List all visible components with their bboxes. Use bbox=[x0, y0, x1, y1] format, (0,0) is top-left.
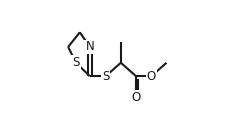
Text: N: N bbox=[85, 41, 94, 53]
Text: O: O bbox=[147, 70, 156, 83]
Text: O: O bbox=[132, 91, 141, 104]
Text: S: S bbox=[102, 70, 109, 83]
Text: S: S bbox=[72, 56, 80, 69]
